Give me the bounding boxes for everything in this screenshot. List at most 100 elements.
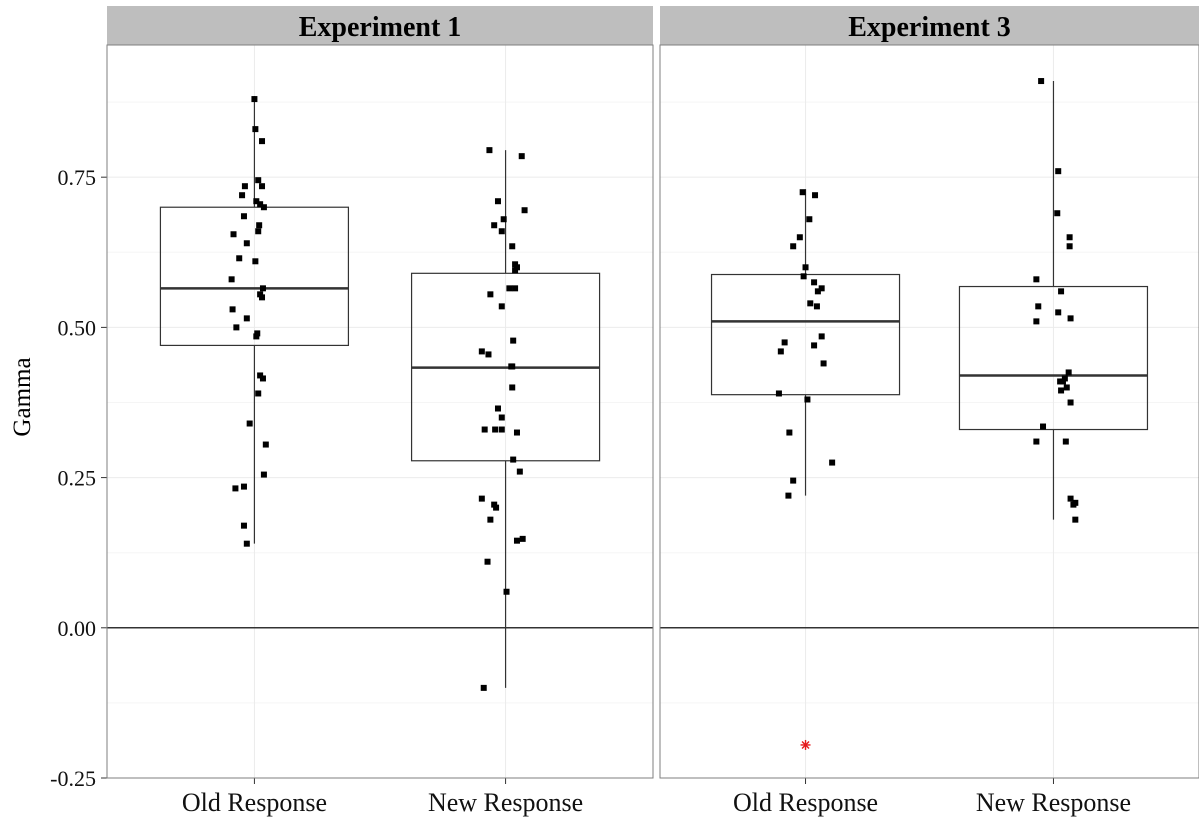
y-tick-label: 0.75	[58, 165, 97, 190]
data-point	[491, 501, 498, 508]
data-point	[233, 324, 240, 331]
data-point	[240, 483, 247, 490]
data-point	[259, 375, 266, 382]
data-point	[260, 204, 267, 211]
data-point	[256, 222, 263, 229]
data-point	[796, 234, 803, 241]
data-point	[1035, 303, 1042, 310]
data-point	[814, 288, 821, 295]
data-point	[799, 189, 806, 196]
data-point	[494, 198, 501, 205]
data-point	[521, 207, 528, 214]
data-point	[1072, 516, 1079, 523]
data-point	[240, 213, 247, 220]
data-point	[781, 339, 788, 346]
data-point	[491, 222, 498, 229]
x-tick-label: Old Response	[182, 788, 327, 817]
data-point	[252, 258, 259, 265]
data-point	[255, 390, 262, 397]
data-point	[806, 216, 813, 223]
data-point	[257, 291, 264, 298]
data-point	[802, 264, 809, 271]
data-point	[498, 414, 505, 421]
data-point	[510, 456, 517, 463]
data-point	[253, 198, 260, 205]
facet-strip	[660, 6, 1199, 45]
data-point	[1065, 369, 1072, 376]
data-point	[478, 495, 485, 502]
data-point	[1067, 495, 1074, 502]
data-point	[512, 267, 519, 274]
data-point	[232, 485, 239, 492]
data-point	[818, 333, 825, 340]
data-point	[811, 279, 818, 286]
data-point	[1033, 438, 1040, 445]
data-point	[1033, 276, 1040, 283]
data-point	[498, 426, 505, 433]
panel-border	[106, 44, 654, 779]
data-point	[480, 684, 487, 691]
box	[958, 78, 1149, 523]
data-point	[1062, 438, 1069, 445]
y-tick-label: -0.25	[50, 766, 96, 791]
x-tick-label: New Response	[428, 788, 583, 817]
data-point	[481, 426, 488, 433]
data-point	[243, 540, 250, 547]
data-point	[246, 420, 253, 427]
data-point	[259, 294, 266, 301]
data-point	[506, 285, 513, 292]
data-point	[820, 360, 827, 367]
data-point	[811, 342, 818, 349]
box	[710, 189, 901, 750]
data-point	[829, 459, 836, 466]
facet-title: Experiment 3	[848, 12, 1011, 43]
x-tick-label: New Response	[976, 788, 1131, 817]
data-point	[1058, 387, 1065, 394]
data-point	[1066, 243, 1073, 250]
data-point	[1038, 78, 1045, 85]
data-point	[1054, 210, 1061, 217]
y-tick-label: 0.00	[58, 616, 97, 641]
data-point	[486, 147, 493, 154]
data-point	[1055, 309, 1062, 316]
data-point	[807, 300, 814, 307]
facet-title: Experiment 1	[299, 12, 462, 43]
data-point	[804, 396, 811, 403]
data-point	[494, 405, 501, 412]
facet-strip	[107, 6, 653, 45]
data-point	[812, 192, 819, 199]
data-point	[512, 285, 519, 292]
data-point	[777, 348, 784, 355]
data-point	[259, 183, 266, 190]
box	[410, 147, 601, 691]
data-point	[1055, 168, 1062, 175]
data-point	[241, 183, 248, 190]
data-point	[255, 177, 262, 184]
data-point	[513, 429, 520, 436]
data-point	[255, 228, 262, 235]
data-point	[813, 303, 820, 310]
data-point	[513, 537, 520, 544]
data-point	[487, 291, 494, 298]
data-point	[229, 306, 236, 313]
data-point	[1033, 318, 1040, 325]
data-point	[800, 273, 807, 280]
y-tick-label: 0.50	[58, 315, 97, 340]
data-point	[228, 276, 235, 283]
data-point	[818, 285, 825, 292]
data-point	[786, 429, 793, 436]
data-point	[509, 363, 516, 370]
data-point	[1040, 423, 1047, 430]
y-tick-label: 0.25	[58, 466, 97, 491]
data-point	[243, 240, 250, 247]
data-point	[493, 504, 500, 511]
data-point	[516, 468, 523, 475]
data-point	[790, 477, 797, 484]
data-point	[498, 228, 505, 235]
data-point	[485, 351, 492, 358]
data-point	[478, 348, 485, 355]
data-point	[498, 303, 505, 310]
facet-panel: Experiment 3 Old Response New Response	[659, 6, 1199, 817]
